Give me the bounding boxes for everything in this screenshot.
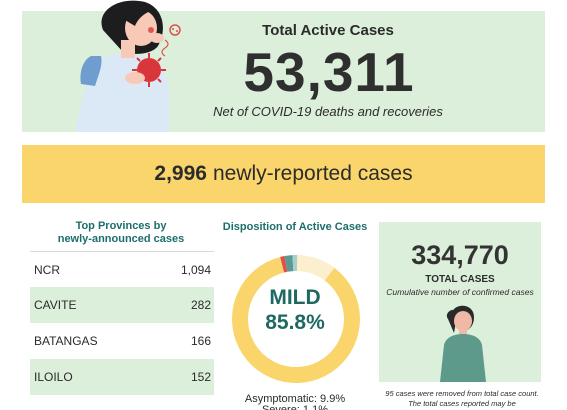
donut-center-category: MILD	[269, 286, 321, 309]
new-cases-banner: 2,996 newly-reported cases	[22, 145, 545, 203]
donut-center-label: MILD 85.8%	[240, 285, 350, 335]
province-value: 152	[190, 370, 211, 384]
province-name: NCR	[34, 262, 60, 277]
province-value: 166	[190, 334, 211, 348]
province-name: BATANGAS	[34, 334, 98, 348]
donut-slice-severe	[280, 256, 288, 273]
total-cases-label: TOTAL CASES	[425, 274, 495, 285]
province-name: ILOILO	[34, 370, 73, 384]
provinces-title: Top Provinces by newly-announced cases	[30, 220, 212, 246]
severe-label: Severe: 1.1%	[261, 404, 329, 410]
province-value: 1,094	[180, 262, 211, 277]
donut-slice-asymptomatic	[296, 255, 335, 281]
total-active-subtitle: Net of COVID-19 deaths and recoveries	[213, 104, 443, 119]
asymptomatic-label: Asymptomatic: 9.9%	[244, 393, 346, 405]
provinces-title-line2: newly-announced cases	[57, 233, 185, 245]
new-cases-label: newly-reported cases	[212, 162, 413, 185]
table-row: NCR 1,094	[30, 251, 214, 287]
total-cases-subtitle: Cumulative number of confirmed cases	[386, 287, 534, 297]
province-value: 282	[190, 298, 211, 312]
new-cases-count: 2,996	[154, 162, 207, 185]
province-name: CAVITE	[34, 298, 77, 312]
provinces-table: NCR 1,094 CAVITE 282 BATANGAS 166 ILOILO…	[30, 251, 214, 395]
footnote: 95 cases were removed from total case co…	[385, 389, 539, 408]
total-cases-number: 334,770	[411, 240, 509, 270]
standing-woman-illustration	[440, 305, 486, 382]
table-row: ILOILO 152	[30, 359, 214, 395]
donut-slice-critical	[284, 255, 294, 272]
coughing-woman-illustration	[75, 0, 181, 132]
total-active-title: Total Active Cases	[262, 22, 394, 39]
total-active-number: 53,311	[243, 41, 415, 103]
donut-slice-moderate	[292, 255, 298, 272]
table-row: CAVITE 282	[30, 287, 214, 323]
disposition-title: Disposition of Active Cases	[222, 221, 368, 233]
donut-center-percent: 85.8%	[265, 311, 325, 334]
disposition-donut-chart	[232, 255, 360, 383]
table-row: BATANGAS 166	[30, 323, 214, 359]
provinces-title-line1: Top Provinces by	[75, 220, 167, 232]
